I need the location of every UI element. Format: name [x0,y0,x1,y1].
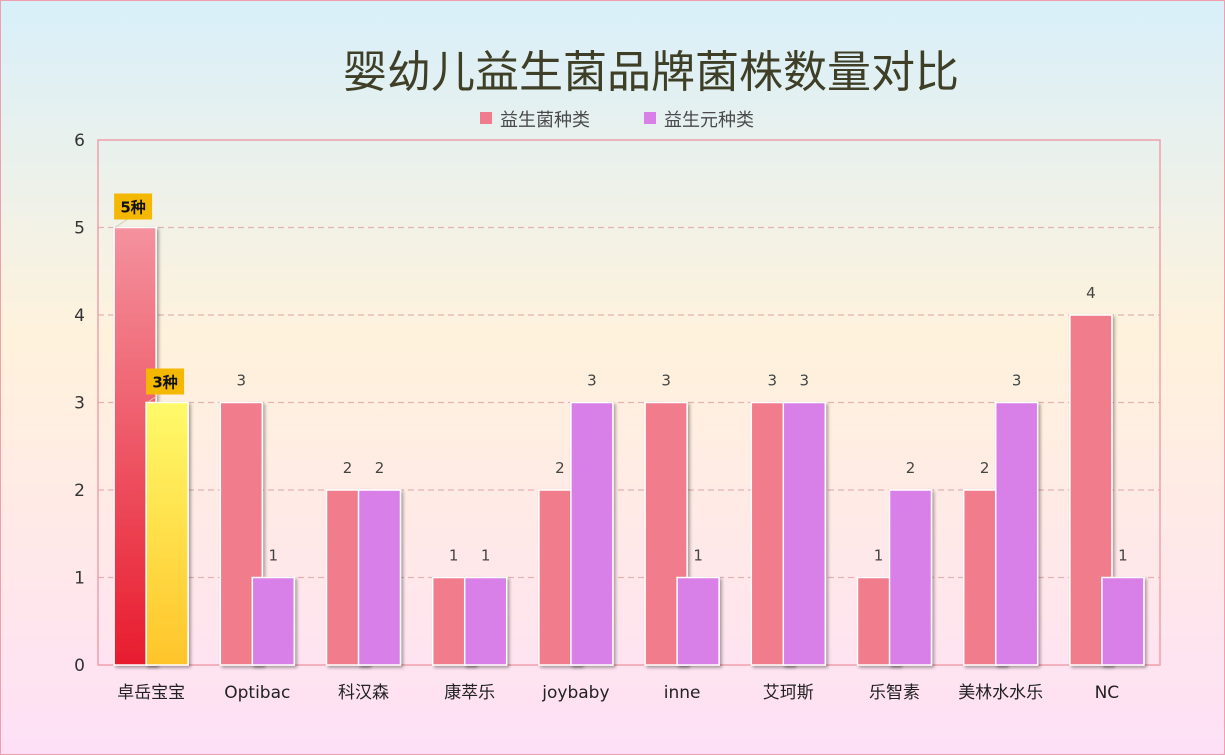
legend-label-probiotic: 益生菌种类 [500,110,590,131]
highlight-label: 3种 [152,374,177,392]
legend: 益生菌种类 益生元种类 [480,110,754,131]
value-label: 2 [906,459,916,477]
bar-prebiotic [251,576,296,666]
y-tick-label: 2 [74,481,85,501]
y-tick-label: 3 [74,394,85,414]
highlight-connector [146,394,160,403]
value-label: 3 [1012,372,1022,390]
y-tick-label: 5 [74,219,85,239]
bar-prebiotic [570,401,614,666]
bar-prebiotic [888,489,933,666]
value-label: 2 [343,459,353,477]
legend-swatch-probiotic [480,112,492,124]
value-labels: 5种 3种 3 1 2 2 1 1 2 3 3 1 3 3 1 2 2 3 4 1 [114,193,1128,565]
x-tick-label: 乐智素 [869,683,920,703]
y-tick-label: 0 [74,656,85,676]
bar-prebiotic [782,401,827,666]
highlight-connector [114,219,128,228]
value-label: 3 [768,372,778,390]
x-tick-label: Optibac [224,683,290,703]
x-tick-label: 卓岳宝宝 [117,683,185,703]
x-tick-label: 康萃乐 [444,683,495,703]
chart-title: 婴幼儿益生菌品牌菌株数量对比 [343,47,959,98]
y-axis: 0 1 2 3 4 5 6 [74,131,85,676]
value-label: 2 [555,459,565,477]
value-label: 1 [481,547,491,565]
legend-swatch-prebiotic [644,112,656,124]
y-tick-label: 6 [74,131,85,151]
value-label: 3 [237,372,247,390]
value-label: 1 [693,547,703,565]
value-label: 2 [375,459,385,477]
value-label: 2 [980,459,990,477]
x-tick-label: NC [1095,683,1120,703]
value-label: 3 [587,372,597,390]
y-tick-label: 4 [74,306,85,326]
x-tick-label: inne [664,683,701,703]
value-label: 1 [874,547,884,565]
highlight-label: 5种 [120,199,145,217]
value-label: 3 [800,372,810,390]
highlight-badge [114,193,153,220]
bar-prebiotic [463,576,508,666]
plot-area-border [97,139,1161,666]
value-label: 3 [661,372,671,390]
bar-probiotic [644,401,688,666]
bars [113,226,1145,666]
x-tick-label: 艾珂斯 [763,683,814,703]
x-axis: 卓岳宝宝 Optibac 科汉森 康萃乐 joybaby inne 艾珂斯 乐智素 美林水水乐 N… [117,683,1119,703]
value-label: 1 [1118,547,1128,565]
highlight-badge [146,368,185,395]
x-tick-label: 科汉森 [338,683,389,703]
value-label: 1 [449,547,459,565]
bar-prebiotic [357,489,402,666]
x-tick-label: joybaby [541,683,609,703]
y-tick-label: 1 [74,569,85,589]
value-label: 1 [269,547,279,565]
x-tick-label: 美林水水乐 [958,683,1043,703]
bar-prebiotic [994,401,1039,666]
bar-prebiotic [676,576,720,666]
bar-prebiotic [145,401,189,666]
value-label: 4 [1086,284,1096,302]
bar-prebiotic [1101,576,1145,666]
legend-label-prebiotic: 益生元种类 [664,110,754,131]
